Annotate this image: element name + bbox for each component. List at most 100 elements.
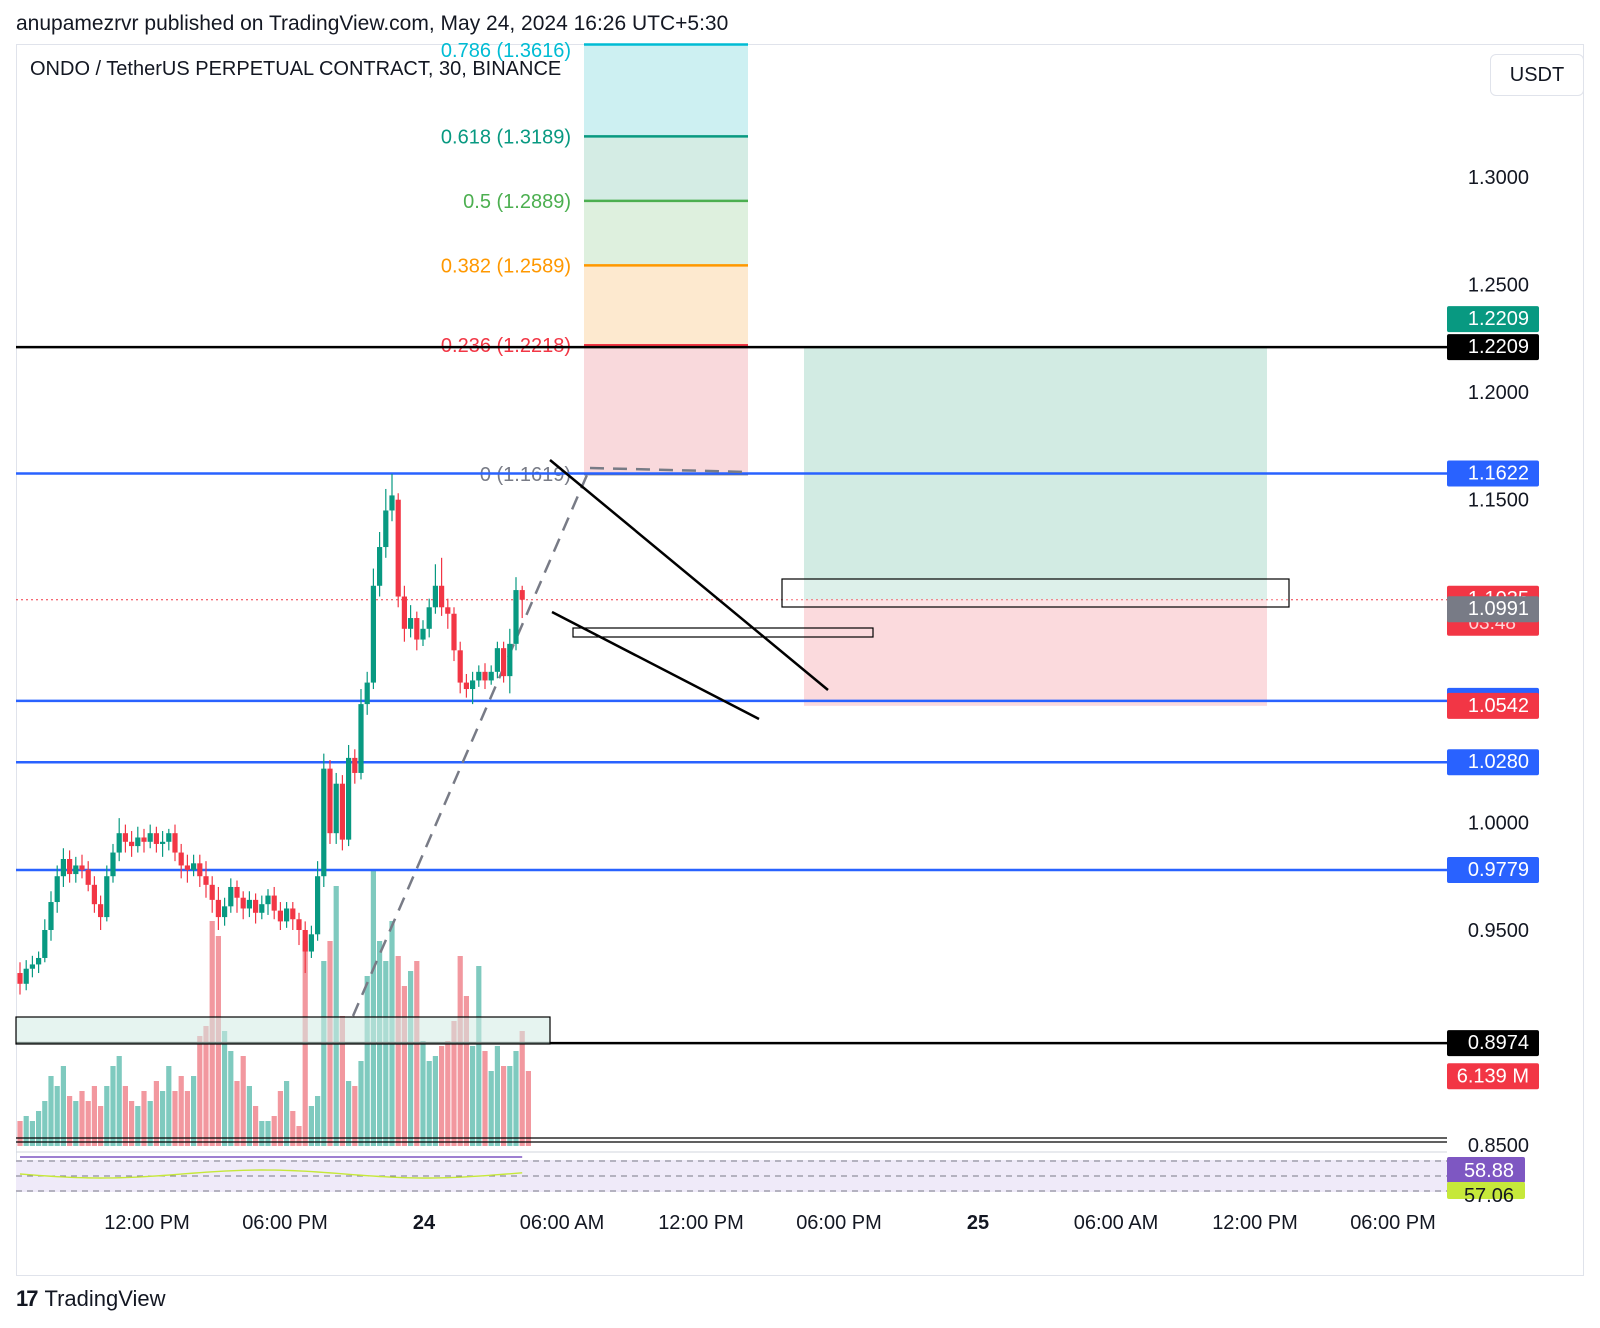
- candle-body: [302, 930, 308, 952]
- rsi-label-badge: [1447, 1182, 1525, 1199]
- time-tick-label: 12:00 PM: [658, 1212, 744, 1234]
- candle-body: [60, 859, 66, 877]
- candle-body: [67, 859, 73, 875]
- price-label-badge: [1447, 460, 1539, 487]
- volume-bar: [42, 1101, 48, 1146]
- rsi-ma-line: [19, 1169, 523, 1179]
- time-tick-label: 06:00 PM: [1350, 1212, 1436, 1234]
- chart-frame[interactable]: [16, 44, 1584, 1276]
- volume-bar: [91, 1086, 97, 1146]
- price-axis: 1.3000 1.2500 1.2000 1.1500 1.0000 0.9500 0.85…: [1468, 167, 1529, 1157]
- candle-body: [17, 973, 23, 984]
- tradingview-logo[interactable]: 17 TradingView: [16, 1286, 166, 1312]
- candle-body: [290, 908, 296, 920]
- fib-base-dashed-line: [351, 467, 592, 1017]
- price-label-badge: [1447, 306, 1539, 333]
- price-label-text: 0.8974: [1468, 1032, 1529, 1054]
- price-label-badge: [1447, 1063, 1539, 1090]
- volume-bar: [135, 1106, 141, 1146]
- volume-bar: [147, 1101, 153, 1146]
- candle-body: [172, 833, 178, 853]
- candle-body: [85, 869, 91, 885]
- candle-body: [352, 757, 358, 773]
- volume-bar: [482, 1051, 488, 1146]
- candle-body: [98, 904, 104, 918]
- candle-body: [420, 628, 426, 640]
- volume-bar: [284, 1081, 290, 1146]
- candle-body: [253, 899, 259, 913]
- volume-bar: [494, 1046, 500, 1146]
- tradingview-icon: 17: [16, 1286, 39, 1311]
- rsi-pane: [16, 1151, 1447, 1192]
- candle-body: [79, 865, 85, 870]
- price-tick-label: 0.9500: [1468, 920, 1529, 942]
- candle-body: [197, 863, 203, 877]
- candle-body: [265, 895, 271, 905]
- price-label-badge: [1447, 692, 1539, 719]
- candle-body: [346, 757, 352, 840]
- candle-body: [451, 613, 457, 651]
- price-tick-label: 1.3000: [1468, 167, 1529, 189]
- volume-bar: [160, 1091, 166, 1146]
- volume-bar: [339, 1016, 345, 1146]
- candle-body: [191, 863, 197, 870]
- volume-bars: [16, 871, 1447, 1146]
- candle-body: [104, 876, 110, 918]
- candle-body: [203, 876, 209, 885]
- candle-body: [284, 908, 290, 922]
- candle-body: [414, 618, 420, 640]
- volume-bar: [184, 1091, 190, 1146]
- entry-box: [781, 578, 1290, 608]
- candle-body: [110, 852, 116, 877]
- volume-bar: [246, 1086, 252, 1146]
- candle-body: [432, 585, 438, 608]
- volume-bar: [178, 1076, 184, 1146]
- volume-bar: [451, 1021, 457, 1146]
- volume-bar: [525, 1071, 531, 1146]
- volume-bar: [513, 1051, 519, 1146]
- volume-bar: [358, 1061, 364, 1146]
- price-label-badge: [1447, 1030, 1539, 1057]
- fib-level-label: 0.382 (1.2589): [441, 255, 571, 277]
- volume-bar: [414, 961, 420, 1146]
- volume-bar: [129, 1101, 135, 1146]
- candle-body: [333, 783, 339, 834]
- volume-bar: [73, 1101, 79, 1146]
- time-tick-label: 06:00 PM: [796, 1212, 882, 1234]
- currency-button[interactable]: USDT: [1490, 54, 1584, 96]
- candle-body: [383, 510, 389, 548]
- brand-label: TradingView: [44, 1286, 166, 1311]
- volume-bar: [98, 1106, 104, 1146]
- candle-body: [184, 865, 190, 870]
- candle-body: [234, 886, 240, 898]
- volume-bar: [445, 1041, 451, 1146]
- candle-body: [228, 886, 234, 907]
- candle-body: [91, 884, 97, 905]
- price-labels: 1.22091.22091.16221.103503:481.09911.056…: [1447, 306, 1539, 1207]
- candle-body: [222, 906, 228, 918]
- candle-body: [488, 671, 494, 681]
- time-tick-label: 06:00 AM: [1074, 1212, 1159, 1234]
- volume-bar: [141, 1091, 147, 1146]
- price-tick-label: 1.1500: [1468, 490, 1529, 512]
- volume-bar: [395, 956, 401, 1146]
- fib-zone: [584, 200, 748, 266]
- candle-body: [122, 833, 128, 842]
- volume-bar: [501, 1066, 507, 1146]
- candle-body: [135, 837, 141, 847]
- fib-zone: [584, 265, 748, 346]
- candle-body: [370, 585, 376, 683]
- candle-body: [153, 833, 159, 844]
- volume-bar: [23, 1116, 29, 1146]
- demand-box: [15, 1016, 551, 1045]
- fib-base-dashed-line: [589, 466, 749, 474]
- volume-bar: [457, 956, 463, 1146]
- volume-bar: [315, 1096, 321, 1146]
- candle-body: [408, 618, 414, 629]
- candle-body: [494, 648, 500, 672]
- price-label-badge: [1447, 856, 1539, 883]
- volume-bar: [432, 1056, 438, 1146]
- volume-bar: [197, 1036, 203, 1146]
- candle-body: [116, 833, 122, 853]
